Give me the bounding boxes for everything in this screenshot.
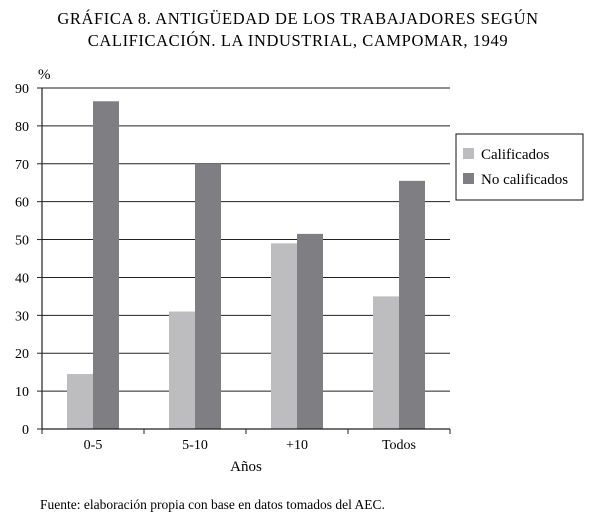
y-tick-label-0: 0 <box>22 423 29 438</box>
bar-no-calificados-Todos <box>399 180 425 429</box>
bar-calificados-+10 <box>271 243 297 429</box>
legend-label-no-calificados: No calificados <box>481 172 568 188</box>
y-tick-label-40: 40 <box>15 271 29 286</box>
y-tick-label-30: 30 <box>15 309 29 324</box>
bar-no-calificados-+10 <box>297 233 323 429</box>
bar-no-calificados-0-5 <box>93 101 119 429</box>
chart-title-line-1: GRÁFICA 8. ANTIGÜEDAD DE LOS TRABAJADORE… <box>57 9 538 28</box>
bar-calificados-Todos <box>373 296 399 429</box>
y-tick-label-80: 80 <box>15 120 29 135</box>
legend-swatch-calificados <box>463 148 474 159</box>
legend-swatch-no-calificados <box>463 173 474 184</box>
x-tick-labels: 0-5 5-10 +10 Todos <box>84 438 416 453</box>
legend-box <box>455 133 584 201</box>
legend: Calificados No calificados <box>455 133 584 201</box>
axes <box>37 87 451 434</box>
y-tick-label-50: 50 <box>15 234 29 249</box>
bar-no-calificados-5-10 <box>195 163 221 429</box>
legend-label-calificados: Calificados <box>481 147 549 163</box>
y-tick-label-90: 90 <box>15 82 29 97</box>
y-tick-label-20: 20 <box>15 347 29 362</box>
x-tick-label-5-10: 5-10 <box>182 438 208 453</box>
x-tick-label-+10: +10 <box>286 438 308 453</box>
bars <box>67 101 425 429</box>
y-tick-label-10: 10 <box>15 385 29 400</box>
y-tick-label-70: 70 <box>15 158 29 173</box>
bar-calificados-5-10 <box>169 311 195 429</box>
y-tick-labels: 0 10 20 30 40 50 60 70 80 90 <box>15 82 29 438</box>
source-note: Fuente: elaboración propia con base en d… <box>40 497 385 512</box>
chart-title-line-2: CALIFICACIÓN. LA INDUSTRIAL, CAMPOMAR, 1… <box>88 31 508 50</box>
x-tick-label-0-5: 0-5 <box>84 438 103 453</box>
bar-calificados-0-5 <box>67 374 93 429</box>
y-axis-label: % <box>38 67 51 83</box>
y-tick-label-60: 60 <box>15 196 29 211</box>
x-tick-label-Todos: Todos <box>382 438 416 453</box>
x-axis-label: Años <box>230 459 262 475</box>
